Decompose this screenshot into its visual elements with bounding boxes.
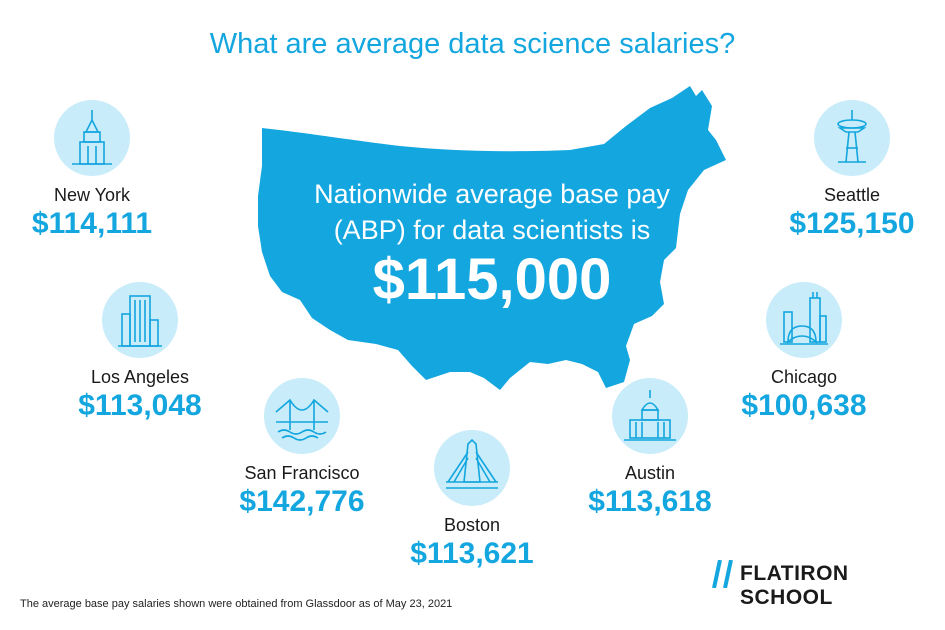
city-name: Austin — [624, 463, 676, 483]
city-san-francisco: San Francisco $142,776 — [212, 378, 392, 520]
city-new-york: New York $114,111 — [2, 100, 182, 242]
flatiron-logo: FLATIRON SCHOOL — [712, 556, 912, 609]
circle-badge — [434, 430, 510, 506]
city-los-angeles: Los Angeles $113,048 — [50, 282, 230, 424]
city-name: Chicago — [770, 367, 838, 387]
circle-badge — [102, 282, 178, 358]
city-salary: $113,048 — [78, 389, 202, 422]
circle-badge — [766, 282, 842, 358]
circle-badge — [612, 378, 688, 454]
city-salary: $142,776 — [239, 485, 365, 518]
circle-badge — [54, 100, 130, 176]
city-austin: Austin $113,618 — [560, 378, 740, 520]
city-salary: $114,111 — [31, 207, 153, 240]
city-name: San Francisco — [244, 463, 360, 483]
cable-bridge-icon — [446, 438, 498, 489]
office-tower-icon — [118, 295, 162, 347]
city-salary: $100,638 — [741, 389, 867, 422]
map-line-1: Nationwide average base pay — [314, 179, 670, 209]
skyscraper-icon — [72, 110, 112, 165]
space-needle-icon — [837, 110, 867, 163]
bridge-icon — [275, 398, 329, 441]
city-name: Los Angeles — [90, 367, 190, 387]
double-slash-icon — [712, 560, 733, 588]
city-seattle: Seattle $125,150 — [762, 100, 942, 242]
circle-badge — [814, 100, 890, 176]
source-footnote: The average base pay salaries shown were… — [20, 598, 453, 610]
city-name: Boston — [443, 515, 501, 535]
city-boston: Boston $113,621 — [382, 430, 562, 572]
map-line-2: (ABP) for data scientists is — [333, 215, 651, 245]
page-title: What are average data science salaries? — [209, 28, 736, 60]
map-caption: Nationwide average base pay (ABP) for da… — [258, 176, 726, 312]
capitol-icon — [624, 390, 676, 441]
city-salary: $113,618 — [588, 485, 712, 518]
skyline-bean-icon — [780, 292, 828, 345]
city-chicago: Chicago $100,638 — [714, 282, 894, 424]
nationwide-amount: $115,000 — [372, 247, 612, 312]
logo-text: FLATIRON SCHOOL — [740, 562, 849, 609]
circle-badge — [264, 378, 340, 454]
city-name: Seattle — [823, 185, 881, 205]
city-name: New York — [53, 185, 131, 205]
city-salary: $125,150 — [789, 207, 915, 240]
city-salary: $113,621 — [410, 537, 534, 570]
